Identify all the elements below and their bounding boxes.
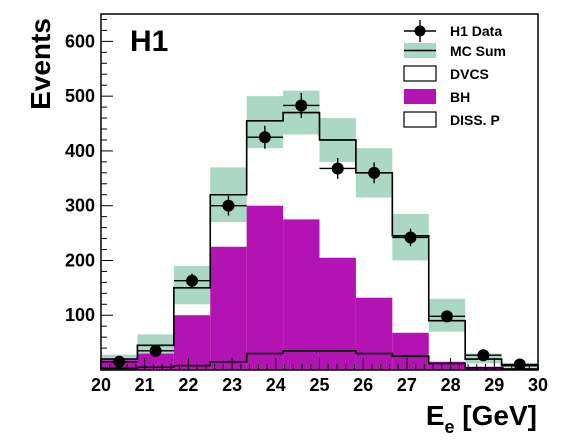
bh-bar xyxy=(428,361,466,370)
data-point xyxy=(331,162,344,175)
bh-bar xyxy=(173,315,211,370)
y-tick-label: 600 xyxy=(65,31,95,51)
data-point xyxy=(477,349,490,362)
y-tick-label: 100 xyxy=(65,305,95,325)
legend-label-bh: BH xyxy=(450,89,470,105)
x-axis-symbol: E xyxy=(426,400,445,431)
data-point xyxy=(222,199,235,212)
y-tick-label: 400 xyxy=(65,141,95,161)
bh-bar xyxy=(137,353,174,370)
legend-label-dvcs: DVCS xyxy=(450,66,489,82)
y-axis-title: Events xyxy=(25,18,56,110)
x-tick-label: 27 xyxy=(397,375,417,395)
x-tick-label: 21 xyxy=(135,375,155,395)
data-point xyxy=(513,358,526,371)
x-tick-label: 30 xyxy=(528,375,548,395)
x-tick-labels: 20 21 22 23 24 25 26 27 28 29 30 xyxy=(91,375,548,395)
x-axis-unit: [GeV] xyxy=(455,400,537,431)
x-tick-label: 20 xyxy=(91,375,111,395)
bh-bar xyxy=(392,332,429,370)
mc-sum-histogram xyxy=(100,111,539,370)
bh-bar xyxy=(319,257,356,370)
data-point xyxy=(295,99,308,112)
data-point xyxy=(440,310,453,323)
bh-bar xyxy=(246,205,284,370)
data-point xyxy=(186,274,199,287)
bh-bar xyxy=(355,297,393,370)
y-tick-label: 200 xyxy=(65,250,95,270)
legend-label-mc-sum: MC Sum xyxy=(450,43,506,59)
data-point xyxy=(149,344,162,357)
x-tick-label: 29 xyxy=(484,375,504,395)
y-tick-labels: 100 200 300 400 500 600 xyxy=(65,31,95,325)
data-point xyxy=(404,231,417,244)
data-point xyxy=(113,355,126,368)
data-point xyxy=(258,131,271,144)
legend-dvcs-box xyxy=(403,65,437,82)
y-tick-label: 300 xyxy=(65,196,95,216)
x-tick-label: 22 xyxy=(178,375,198,395)
bh-bar xyxy=(210,246,247,370)
x-tick-label: 26 xyxy=(353,375,373,395)
bh-bar xyxy=(283,219,320,370)
x-axis-title: Ee [GeV] xyxy=(426,400,537,437)
legend: H1 Data MC Sum DVCS BH DISS. P xyxy=(403,20,506,128)
y-tick-label: 500 xyxy=(65,86,95,106)
data-point xyxy=(368,166,381,179)
histogram-lines xyxy=(100,111,539,370)
legend-label-h1-data: H1 Data xyxy=(450,23,502,39)
bh-bars xyxy=(101,205,538,370)
legend-data-marker xyxy=(414,25,426,37)
legend-label-diss-p: DISS. P xyxy=(450,112,500,128)
x-axis-subscript: e xyxy=(445,417,455,437)
x-tick-label: 23 xyxy=(222,375,242,395)
x-tick-label: 28 xyxy=(441,375,461,395)
legend-diss-box xyxy=(403,111,437,128)
axis-ticks xyxy=(100,18,539,371)
legend-bh-box xyxy=(404,89,436,104)
x-tick-label: 25 xyxy=(309,375,329,395)
mc-band-bin xyxy=(137,334,174,354)
x-tick-label: 24 xyxy=(266,375,286,395)
data-points xyxy=(101,92,538,371)
diss-p-histogram xyxy=(100,350,539,370)
h1-logo: H1 xyxy=(130,25,168,58)
